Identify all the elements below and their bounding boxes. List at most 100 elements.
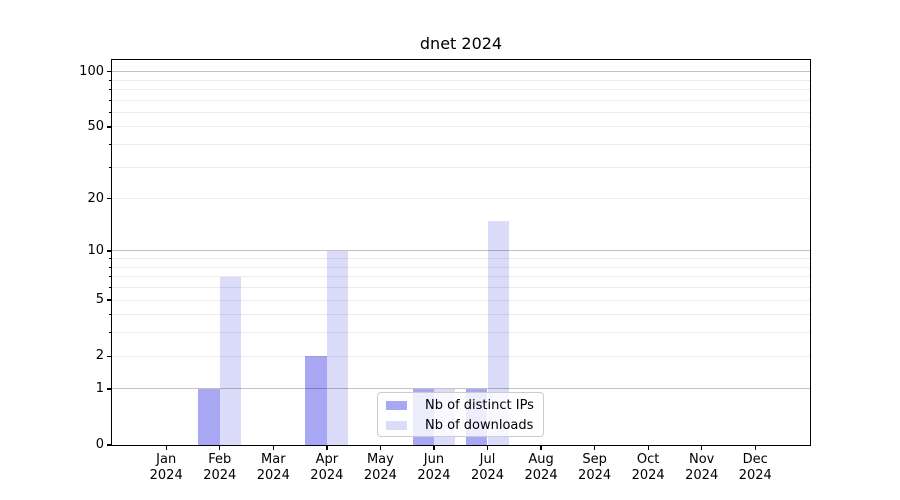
x-tick-month-text: Jan xyxy=(156,452,177,467)
x-tick-feb xyxy=(219,446,221,450)
x-tick-year-text: 2024 xyxy=(310,467,344,483)
legend-swatch-distinct-ips xyxy=(386,401,407,411)
gridline-minor-3 xyxy=(112,332,810,334)
y-minor-tick-80 xyxy=(109,88,112,90)
y-tick-label-10: 10 xyxy=(87,242,104,258)
gridline-minor-7 xyxy=(112,276,810,278)
x-tick-month-text: Mar xyxy=(261,452,286,467)
gridline-minor-2 xyxy=(112,355,810,357)
x-tick-jan xyxy=(165,446,167,450)
x-tick-year-text: 2024 xyxy=(417,467,451,483)
y-minor-tick-60 xyxy=(109,111,112,113)
gridline-major-1 xyxy=(112,388,810,390)
gridline-minor-50 xyxy=(112,126,810,128)
x-tick-label-nov: Nov 2024 xyxy=(670,452,734,483)
x-tick-month-text: Nov xyxy=(689,452,715,467)
x-tick-label-apr: Apr 2024 xyxy=(295,452,359,483)
x-tick-year-text: 2024 xyxy=(738,467,772,483)
y-tick-label-50: 50 xyxy=(87,118,104,134)
x-tick-jul xyxy=(486,446,489,450)
x-tick-dec xyxy=(754,446,756,450)
legend-label-distinct-ips: Nb of distinct IPs xyxy=(425,398,534,414)
y-tick-0 xyxy=(107,444,112,446)
x-tick-year-text: 2024 xyxy=(149,467,183,483)
y-tick-label-0: 0 xyxy=(95,437,104,452)
x-tick-year-text: 2024 xyxy=(524,467,558,483)
x-tick-year-text: 2024 xyxy=(685,467,719,483)
gridline-minor-90 xyxy=(112,79,810,81)
gridline-minor-6 xyxy=(112,287,810,289)
bar-downloads-feb xyxy=(219,276,242,445)
gridline-major-100 xyxy=(112,71,810,73)
y-minor-tick-90 xyxy=(109,79,112,81)
x-tick-apr xyxy=(326,446,328,450)
gridline-minor-80 xyxy=(112,88,810,90)
gridline-minor-9 xyxy=(112,258,810,260)
gridline-major-10 xyxy=(112,250,810,252)
y-minor-tick-50 xyxy=(109,126,112,128)
gridline-minor-70 xyxy=(112,99,810,101)
y-minor-tick-7 xyxy=(109,276,112,278)
bar-downloads-jul xyxy=(487,220,509,445)
x-tick-year-text: 2024 xyxy=(363,467,397,483)
legend-swatch-downloads xyxy=(386,420,407,430)
x-tick-nov xyxy=(701,446,703,450)
gridline-minor-8 xyxy=(112,266,810,268)
gridline-minor-60 xyxy=(112,111,810,113)
x-tick-sep xyxy=(594,446,596,450)
legend-item-downloads: Nb of downloads xyxy=(378,416,543,436)
x-tick-label-feb: Feb 2024 xyxy=(188,452,252,483)
x-tick-label-dec: Dec 2024 xyxy=(723,452,787,483)
y-minor-tick-9 xyxy=(109,258,112,260)
y-minor-tick-30 xyxy=(109,166,112,168)
x-tick-year-text: 2024 xyxy=(256,467,290,483)
x-tick-label-jul: Jul 2024 xyxy=(456,452,520,483)
y-minor-tick-2 xyxy=(109,355,112,357)
x-tick-label-sep: Sep 2024 xyxy=(563,452,627,483)
y-minor-tick-5 xyxy=(109,299,112,301)
y-tick-label-1: 1 xyxy=(95,380,104,396)
x-tick-may xyxy=(379,446,382,450)
gridline-minor-40 xyxy=(112,144,810,146)
x-tick-label-jun: Jun 2024 xyxy=(402,452,466,483)
y-tick-1 xyxy=(107,388,112,390)
chart-title: dnet 2024 xyxy=(419,34,503,53)
gridline-minor-20 xyxy=(112,198,810,200)
y-minor-tick-4 xyxy=(109,314,112,316)
x-tick-label-mar: Mar 2024 xyxy=(241,452,305,483)
x-tick-month-text: Jun xyxy=(423,452,445,467)
y-tick-label-5: 5 xyxy=(95,292,104,308)
y-minor-tick-3 xyxy=(109,332,112,334)
y-minor-tick-8 xyxy=(109,266,112,268)
y-tick-label-2: 2 xyxy=(95,348,104,364)
x-tick-label-jan: Jan 2024 xyxy=(134,452,198,483)
gridline-minor-4 xyxy=(112,314,810,316)
bar-distinct-ips-apr xyxy=(305,356,327,445)
bar-downloads-apr xyxy=(326,250,349,445)
y-tick-10 xyxy=(107,250,112,252)
x-tick-month-text: Sep xyxy=(582,452,607,467)
y-minor-tick-6 xyxy=(109,287,112,289)
x-tick-month-text: Oct xyxy=(636,452,660,467)
legend-label-downloads: Nb of downloads xyxy=(425,417,534,433)
y-tick-100 xyxy=(107,70,112,73)
x-tick-month-text: Feb xyxy=(208,452,232,467)
x-tick-year-text: 2024 xyxy=(470,467,505,483)
x-tick-month-text: Aug xyxy=(528,452,554,467)
x-tick-month-text: May xyxy=(366,452,394,467)
x-tick-month-text: Jul xyxy=(479,452,496,467)
bar-distinct-ips-feb xyxy=(198,388,220,445)
plot-area xyxy=(112,60,810,445)
x-tick-label-oct: Oct 2024 xyxy=(616,452,680,483)
y-minor-tick-40 xyxy=(109,144,112,146)
gridline-minor-5 xyxy=(112,299,810,301)
y-tick-label-20: 20 xyxy=(87,190,104,206)
legend-item-distinct-ips: Nb of distinct IPs xyxy=(378,396,543,416)
x-tick-year-text: 2024 xyxy=(631,467,665,483)
y-tick-label-100: 100 xyxy=(79,63,104,79)
y-minor-tick-20 xyxy=(109,198,112,200)
x-tick-label-aug: Aug 2024 xyxy=(509,452,573,483)
x-tick-month-text: Apr xyxy=(315,452,339,467)
x-tick-oct xyxy=(647,446,649,450)
